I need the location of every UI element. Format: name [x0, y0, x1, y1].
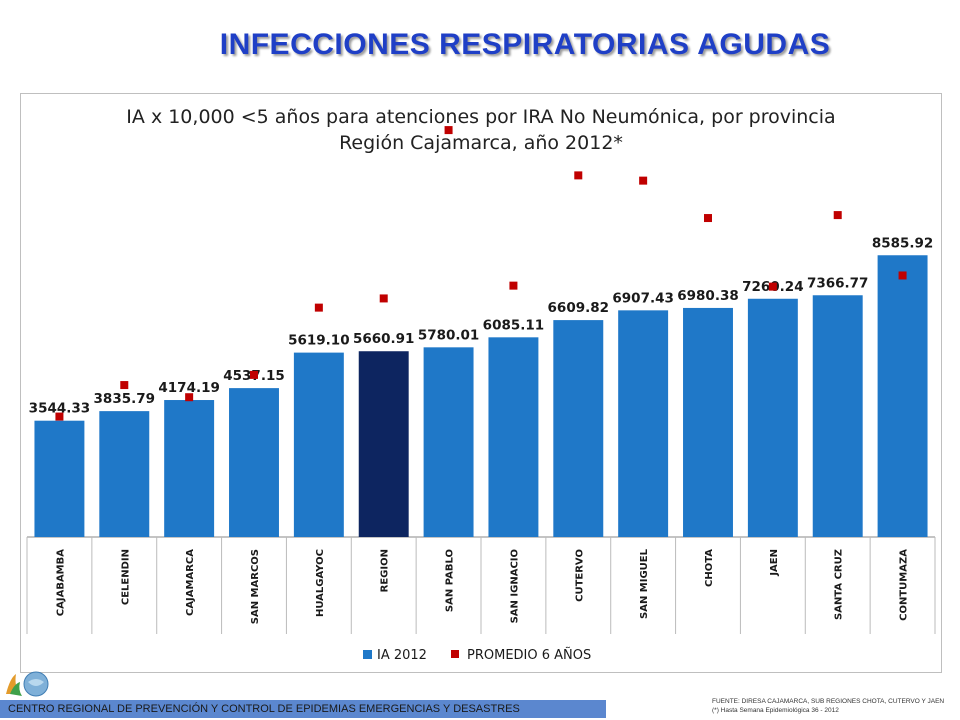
chart-subtitle: Región Cajamarca, año 2012* — [339, 132, 623, 154]
average-marker — [120, 381, 129, 390]
bar — [553, 320, 604, 537]
category-tick-label: SAN MARCOS — [250, 549, 261, 624]
bar — [618, 310, 669, 537]
average-marker — [314, 303, 323, 312]
category-tick-label: CELENDIN — [120, 549, 131, 605]
average-marker — [574, 171, 583, 180]
data-label: 4174.19 — [158, 380, 220, 396]
data-label: 3835.79 — [94, 391, 156, 407]
average-marker — [379, 294, 388, 303]
data-label: 6609.82 — [548, 300, 610, 316]
data-label: 8585.92 — [872, 235, 934, 251]
average-marker — [444, 126, 453, 135]
bar — [423, 347, 474, 537]
data-label: 7366.77 — [807, 275, 869, 291]
category-tick-label: CAJABAMBA — [55, 549, 66, 616]
chart-title-block: IA x 10,000 <5 años para atenciones por … — [21, 104, 941, 156]
average-marker — [833, 211, 842, 220]
category-tick-label: JAEN — [769, 549, 780, 577]
data-label: 5660.91 — [353, 331, 415, 347]
bar — [34, 420, 85, 537]
average-marker — [704, 214, 712, 223]
average-marker — [185, 393, 194, 402]
average-marker — [898, 271, 907, 280]
average-marker — [509, 281, 518, 290]
average-marker — [250, 370, 258, 379]
data-label: 5780.01 — [418, 327, 480, 343]
footnote-line: (*) Hasta Semana Epidemiológica 36 - 201… — [712, 707, 839, 714]
category-tick-label: CUTERVO — [574, 549, 585, 602]
data-label: 6907.43 — [612, 290, 674, 306]
bar — [877, 255, 928, 537]
data-label: 3544.33 — [29, 401, 91, 417]
average-marker — [55, 412, 64, 421]
bar — [488, 337, 539, 537]
chart-frame: IA x 10,000 <5 años para atenciones por … — [20, 93, 942, 673]
bar — [164, 400, 215, 537]
category-tick-label: SAN IGNACIO — [509, 549, 520, 623]
category-tick-label: SAN PABLO — [445, 549, 456, 612]
institution-logo — [6, 671, 49, 697]
footer-bar: CENTRO REGIONAL DE PREVENCIÓN Y CONTROL … — [0, 700, 606, 718]
category-tick-label: CAJAMARCA — [185, 549, 196, 616]
category-tick-label: CONTUMAZA — [899, 549, 910, 621]
bar — [683, 307, 733, 537]
category-tick-label: SANTA CRUZ — [834, 549, 845, 620]
category-tick-label: REGION — [380, 549, 391, 592]
source-line: FUENTE: DIRESA CAJAMARCA, SUB REGIONES C… — [712, 698, 945, 705]
bar — [358, 351, 409, 537]
chart-plot: 3544.33 CAJABAMBA 3835.79 CELENDIN 4174.19 CA… — [26, 126, 936, 663]
bar — [293, 352, 344, 537]
average-marker — [768, 282, 777, 291]
chart-title: IA x 10,000 <5 años para atenciones por … — [126, 106, 836, 128]
legend-swatch-bars — [363, 650, 372, 659]
bar — [99, 411, 150, 537]
category-tick-label: HUALGAYOC — [315, 549, 326, 617]
bar — [747, 298, 798, 537]
legend-swatch-markers — [451, 650, 459, 658]
category-tick-label: CHOTA — [704, 549, 715, 587]
legend-label-markers: PROMEDIO 6 AÑOS — [467, 647, 591, 663]
category-tick-label: SAN MIGUEL — [639, 548, 650, 619]
data-label: 6085.11 — [483, 317, 545, 333]
legend-label-bars: IA 2012 — [377, 648, 427, 663]
source-note: FUENTE: DIRESA CAJAMARCA, SUB REGIONES C… — [712, 697, 958, 715]
data-label: 6980.38 — [677, 288, 739, 304]
average-marker — [639, 176, 648, 185]
page-title: INFECCIONES RESPIRATORIAS AGUDAS — [219, 28, 831, 61]
bar — [229, 388, 279, 537]
data-label: 5619.10 — [288, 333, 350, 349]
bar — [812, 295, 863, 537]
